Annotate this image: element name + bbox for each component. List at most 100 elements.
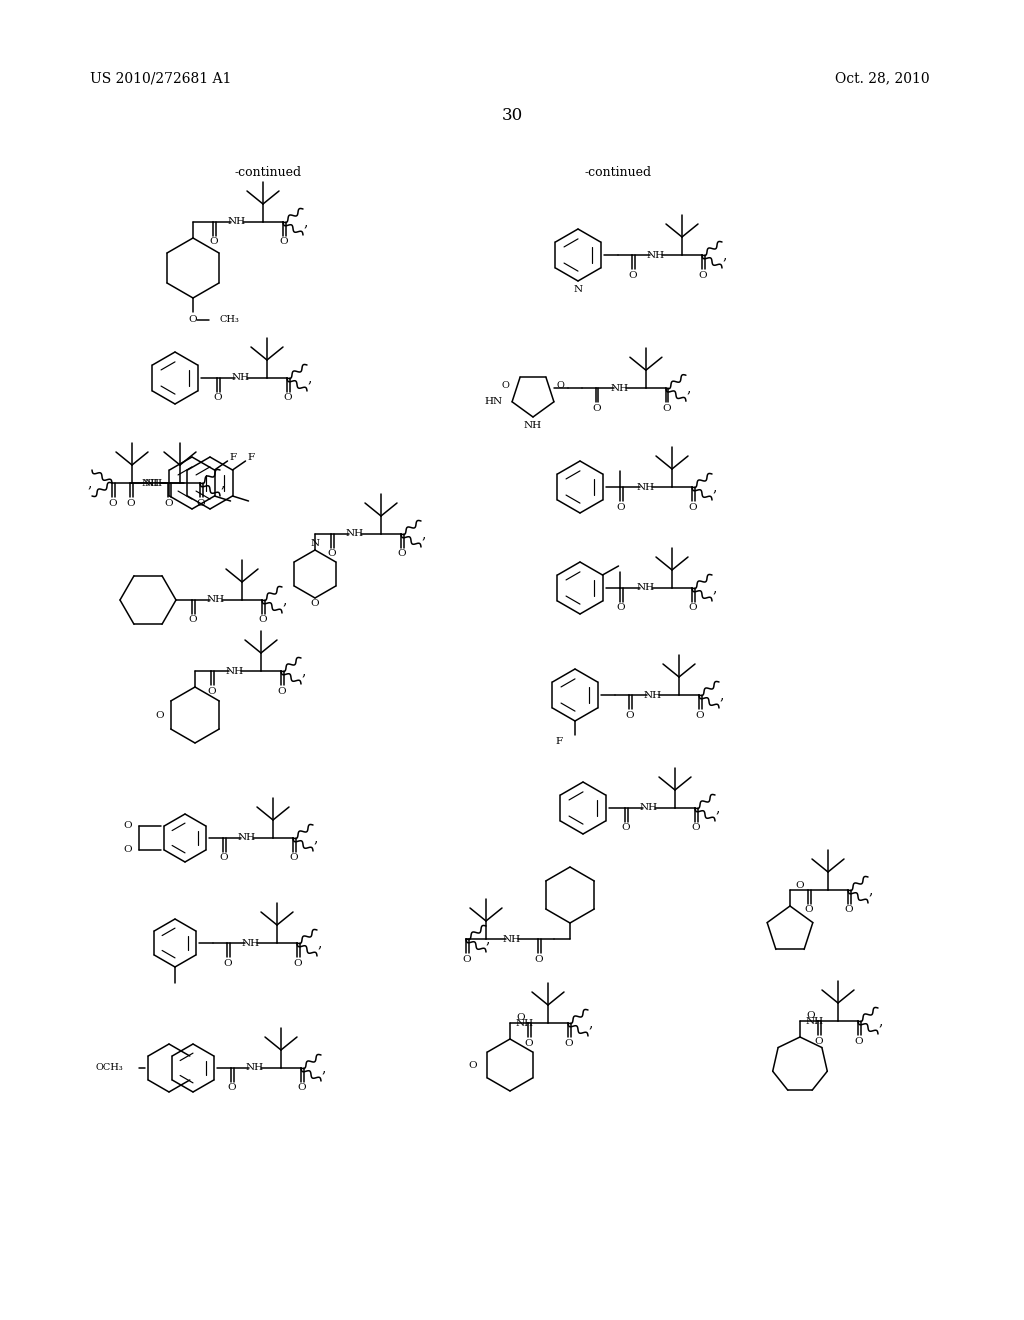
- Text: ,: ,: [221, 477, 225, 490]
- Text: O: O: [109, 499, 118, 507]
- Text: O: O: [845, 906, 853, 915]
- Text: O: O: [328, 549, 336, 558]
- Text: ,: ,: [304, 215, 308, 228]
- Text: O: O: [629, 271, 637, 280]
- Text: N: N: [573, 285, 583, 293]
- Text: ,: ,: [88, 477, 92, 490]
- Text: NH: NH: [503, 935, 521, 944]
- Text: NH: NH: [346, 529, 365, 539]
- Text: O: O: [294, 958, 302, 968]
- Text: O: O: [127, 499, 135, 507]
- Text: F: F: [230, 454, 238, 462]
- Text: O: O: [806, 1011, 815, 1020]
- Text: ,: ,: [422, 527, 426, 541]
- Text: NH: NH: [242, 939, 260, 948]
- Text: O: O: [298, 1084, 306, 1093]
- Text: O: O: [616, 503, 626, 511]
- Text: O: O: [663, 404, 672, 413]
- Text: ,: ,: [283, 593, 287, 607]
- Text: NH: NH: [611, 384, 629, 393]
- Text: O: O: [501, 380, 509, 389]
- Text: ,: ,: [723, 248, 727, 261]
- Text: ,: ,: [313, 832, 318, 845]
- Text: F: F: [555, 737, 562, 746]
- Text: ,: ,: [302, 664, 306, 678]
- Text: O: O: [188, 615, 198, 624]
- Text: NH: NH: [232, 374, 250, 383]
- Text: NH: NH: [145, 479, 163, 487]
- Text: O: O: [156, 710, 164, 719]
- Text: NH: NH: [228, 218, 246, 227]
- Text: O: O: [626, 710, 634, 719]
- Text: NH: NH: [207, 595, 225, 605]
- Text: O: O: [557, 380, 565, 389]
- Text: O: O: [524, 1039, 534, 1048]
- Text: O: O: [616, 603, 626, 612]
- Text: O: O: [698, 271, 708, 280]
- Text: O: O: [815, 1036, 823, 1045]
- Text: ,: ,: [720, 688, 724, 702]
- Text: Oct. 28, 2010: Oct. 28, 2010: [836, 71, 930, 84]
- Text: NH: NH: [644, 690, 663, 700]
- Text: NH: NH: [516, 1019, 535, 1027]
- Text: 30: 30: [502, 107, 522, 124]
- Text: ,: ,: [687, 381, 691, 395]
- Text: O: O: [223, 958, 232, 968]
- Text: NH: NH: [806, 1016, 824, 1026]
- Text: O: O: [188, 315, 198, 325]
- Text: F: F: [248, 454, 255, 462]
- Text: O: O: [695, 710, 705, 719]
- Text: ,: ,: [713, 581, 717, 595]
- Text: NH: NH: [524, 421, 542, 429]
- Text: O: O: [123, 846, 132, 854]
- Text: O: O: [165, 499, 173, 507]
- Text: O: O: [280, 238, 289, 247]
- Text: O: O: [290, 854, 298, 862]
- Text: O: O: [535, 954, 544, 964]
- Text: US 2010/272681 A1: US 2010/272681 A1: [90, 71, 231, 84]
- Text: O: O: [855, 1036, 863, 1045]
- Text: O: O: [622, 824, 631, 833]
- Text: ,: ,: [485, 932, 490, 946]
- Text: NH: NH: [647, 251, 665, 260]
- Text: O: O: [795, 880, 804, 890]
- Text: O: O: [278, 686, 287, 696]
- Text: ,: ,: [713, 480, 717, 494]
- Text: O: O: [463, 954, 471, 964]
- Text: CH₃: CH₃: [219, 314, 239, 323]
- Text: N: N: [310, 540, 319, 549]
- Text: O: O: [689, 603, 697, 612]
- Text: ,: ,: [868, 883, 873, 898]
- Text: NH: NH: [226, 667, 244, 676]
- Text: O: O: [214, 393, 222, 403]
- Text: O: O: [689, 503, 697, 511]
- Text: ,: ,: [322, 1061, 327, 1074]
- Text: O: O: [310, 599, 319, 609]
- Text: O: O: [564, 1039, 573, 1048]
- Text: NH: NH: [640, 804, 658, 813]
- Text: NH: NH: [142, 479, 160, 487]
- Text: O: O: [284, 393, 292, 403]
- Text: O: O: [208, 686, 216, 696]
- Text: NH: NH: [637, 483, 655, 491]
- Text: NH: NH: [238, 833, 256, 842]
- Text: O: O: [197, 499, 206, 507]
- Text: HN: HN: [485, 396, 503, 405]
- Text: O: O: [593, 404, 601, 413]
- Text: O: O: [220, 854, 228, 862]
- Text: ,: ,: [716, 801, 720, 814]
- Text: O: O: [259, 615, 267, 624]
- Text: ,: ,: [879, 1014, 883, 1028]
- Text: O: O: [468, 1060, 477, 1069]
- Text: NH: NH: [637, 583, 655, 593]
- Text: ,: ,: [589, 1016, 593, 1030]
- Text: O: O: [123, 821, 132, 830]
- Text: O: O: [805, 906, 813, 915]
- Text: O: O: [516, 1014, 524, 1023]
- Text: O: O: [691, 824, 700, 833]
- Text: O: O: [210, 238, 218, 247]
- Text: O: O: [227, 1084, 237, 1093]
- Text: O: O: [397, 549, 407, 558]
- Text: NH: NH: [246, 1064, 264, 1072]
- Text: ,: ,: [308, 371, 312, 385]
